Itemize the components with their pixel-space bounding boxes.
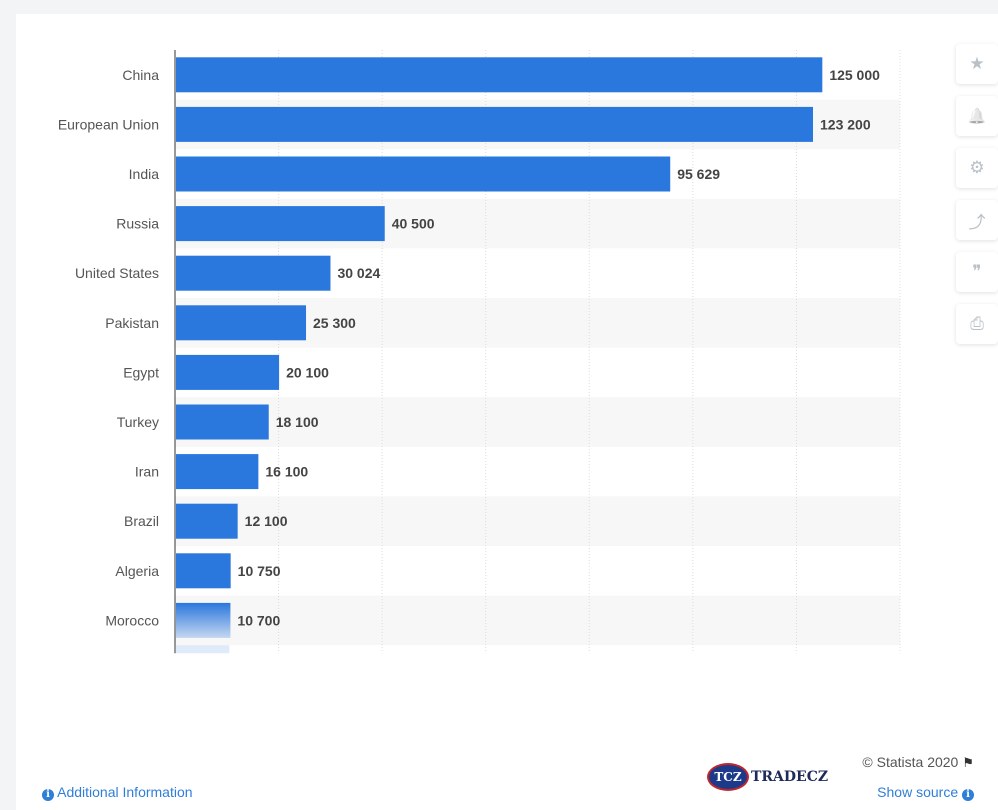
value-label: 10 700 xyxy=(237,612,280,628)
category-label: Russia xyxy=(116,216,159,232)
additional-information-link[interactable]: i Additional Information xyxy=(42,784,193,801)
toolbar: ★ 🔔 ⚙ ⤴ ❞ ⎙ xyxy=(956,44,998,356)
info-icon: i xyxy=(42,789,54,801)
value-label: 12 100 xyxy=(245,513,288,529)
row-band xyxy=(175,496,900,546)
value-label: 123 200 xyxy=(820,116,871,132)
info-icon: i xyxy=(962,789,974,801)
bar-european-union[interactable] xyxy=(176,106,813,142)
tradecz-logo: TCZ TRADECZ xyxy=(707,763,828,791)
value-label: 16 100 xyxy=(265,464,308,480)
star-icon: ★ xyxy=(969,54,985,73)
row-band xyxy=(175,595,900,646)
favorite-button[interactable]: ★ xyxy=(956,44,998,84)
quote-icon: ❞ xyxy=(972,262,982,281)
bar-iran[interactable] xyxy=(176,454,259,490)
bar-india[interactable] xyxy=(176,156,671,192)
bar-morocco[interactable] xyxy=(176,602,231,638)
logo-text: TRADECZ xyxy=(751,769,829,785)
print-icon: ⎙ xyxy=(970,314,984,333)
logo-mark: TCZ xyxy=(707,763,749,791)
value-label: 30 024 xyxy=(337,265,380,281)
category-label: Turkey xyxy=(117,414,159,430)
category-label: Egypt xyxy=(123,364,159,380)
bar-china[interactable] xyxy=(176,57,823,93)
gear-icon: ⚙ xyxy=(969,158,985,177)
settings-button[interactable]: ⚙ xyxy=(956,148,998,188)
row-band xyxy=(175,397,900,447)
bar-pakistan[interactable] xyxy=(176,305,307,341)
copyright: © Statista 2020 ⚑ xyxy=(862,754,974,771)
show-source-label: Show source xyxy=(877,784,959,800)
value-label: 25 300 xyxy=(313,315,356,331)
value-label: 10 750 xyxy=(238,563,281,579)
category-label: Morocco xyxy=(105,612,159,628)
bar-algeria[interactable] xyxy=(176,553,231,589)
bar-turkey[interactable] xyxy=(176,404,269,440)
category-label: United States xyxy=(75,265,159,281)
flag-icon[interactable]: ⚑ xyxy=(962,755,974,770)
show-source-link[interactable]: Show source i xyxy=(877,784,974,801)
share-icon: ⤴ xyxy=(968,212,986,232)
value-label: 40 500 xyxy=(392,216,435,232)
value-label: 18 100 xyxy=(276,414,319,430)
category-label: India xyxy=(129,166,160,182)
copyright-text: © Statista 2020 xyxy=(862,754,959,770)
chart-card: China 125 000 European Union 123 200 India 95… xyxy=(16,14,998,810)
partial-bar xyxy=(176,645,230,654)
bar-brazil[interactable] xyxy=(176,503,238,539)
bar-egypt[interactable] xyxy=(176,354,280,390)
value-label: 125 000 xyxy=(829,67,880,83)
print-button[interactable]: ⎙ xyxy=(956,304,998,344)
share-button[interactable]: ⤴ xyxy=(956,200,998,240)
bar-russia[interactable] xyxy=(176,206,385,242)
value-label: 20 100 xyxy=(286,364,329,380)
category-label: European Union xyxy=(58,116,159,132)
bar-chart: China 125 000 European Union 123 200 India 95… xyxy=(58,50,901,654)
category-label: Algeria xyxy=(115,563,159,579)
category-label: Brazil xyxy=(124,513,159,529)
category-label: Pakistan xyxy=(105,315,159,331)
value-label: 95 629 xyxy=(677,166,720,182)
bell-icon: 🔔 xyxy=(967,108,987,125)
category-label: Iran xyxy=(135,464,159,480)
bar-united-states[interactable] xyxy=(176,255,331,291)
additional-information-label: Additional Information xyxy=(57,784,193,800)
cite-button[interactable]: ❞ xyxy=(956,252,998,292)
notification-button[interactable]: 🔔 xyxy=(956,96,998,136)
category-label: China xyxy=(122,67,159,83)
